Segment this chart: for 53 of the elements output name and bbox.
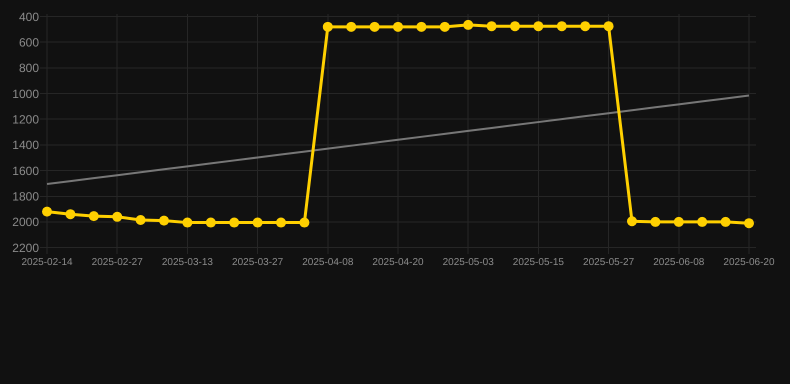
- line-series: [46, 94, 750, 186]
- y-tick-label: 600: [18, 35, 40, 50]
- point: [206, 218, 216, 228]
- point: [744, 218, 754, 228]
- x-tick-label: 2025-04-20: [372, 257, 424, 268]
- point: [252, 218, 263, 228]
- point: [650, 216, 660, 227]
- point: [322, 22, 333, 32]
- point: [159, 216, 170, 226]
- point: [112, 212, 122, 222]
- point: [42, 206, 52, 217]
- point: [486, 21, 497, 32]
- x-tick-label: 2025-03-13: [162, 257, 214, 268]
- x-tick-label: 2025-04-08: [302, 257, 354, 268]
- point: [88, 211, 99, 222]
- point: [182, 218, 192, 228]
- point: [416, 22, 426, 32]
- point: [580, 21, 590, 32]
- point: [65, 209, 76, 220]
- point: [136, 214, 146, 225]
- y-tick-label: 1600: [12, 164, 40, 178]
- point: [276, 218, 286, 228]
- x-tick-label: 2025-03-27: [232, 257, 284, 268]
- point: [229, 218, 240, 228]
- y-tick-label: 800: [18, 61, 40, 76]
- x-tick-label: 2025-06-08: [653, 257, 705, 268]
- point: [463, 20, 474, 30]
- x-tick-label: 2025-02-14: [21, 257, 74, 268]
- x-tick-label: 2025-05-03: [442, 257, 494, 268]
- y-tick-label: 1000: [12, 86, 40, 101]
- x-tick-label: 2025-02-27: [92, 257, 144, 268]
- x-tick-label: 2025-06-20: [723, 257, 775, 268]
- point: [370, 22, 380, 32]
- point: [720, 216, 731, 227]
- point: [533, 21, 544, 32]
- point: [697, 216, 708, 227]
- y-tick-label: 1200: [12, 112, 40, 126]
- y-tick-label: 2200: [12, 240, 40, 255]
- point: [556, 21, 567, 32]
- y-tick-label: 1800: [12, 189, 40, 204]
- point: [626, 216, 637, 226]
- point: [674, 216, 684, 227]
- x-tick-label: 2025-05-15: [512, 257, 564, 268]
- x-tick-label: 2025-05-27: [583, 257, 635, 268]
- point: [299, 218, 310, 228]
- y-tick-label: 1400: [12, 138, 40, 152]
- point: [440, 22, 450, 32]
- y-tick-label: 2000: [12, 215, 40, 230]
- point: [393, 22, 403, 32]
- y-tick-label: 400: [18, 10, 40, 24]
- point: [346, 22, 356, 32]
- point: [510, 21, 520, 32]
- point: [604, 21, 614, 32]
